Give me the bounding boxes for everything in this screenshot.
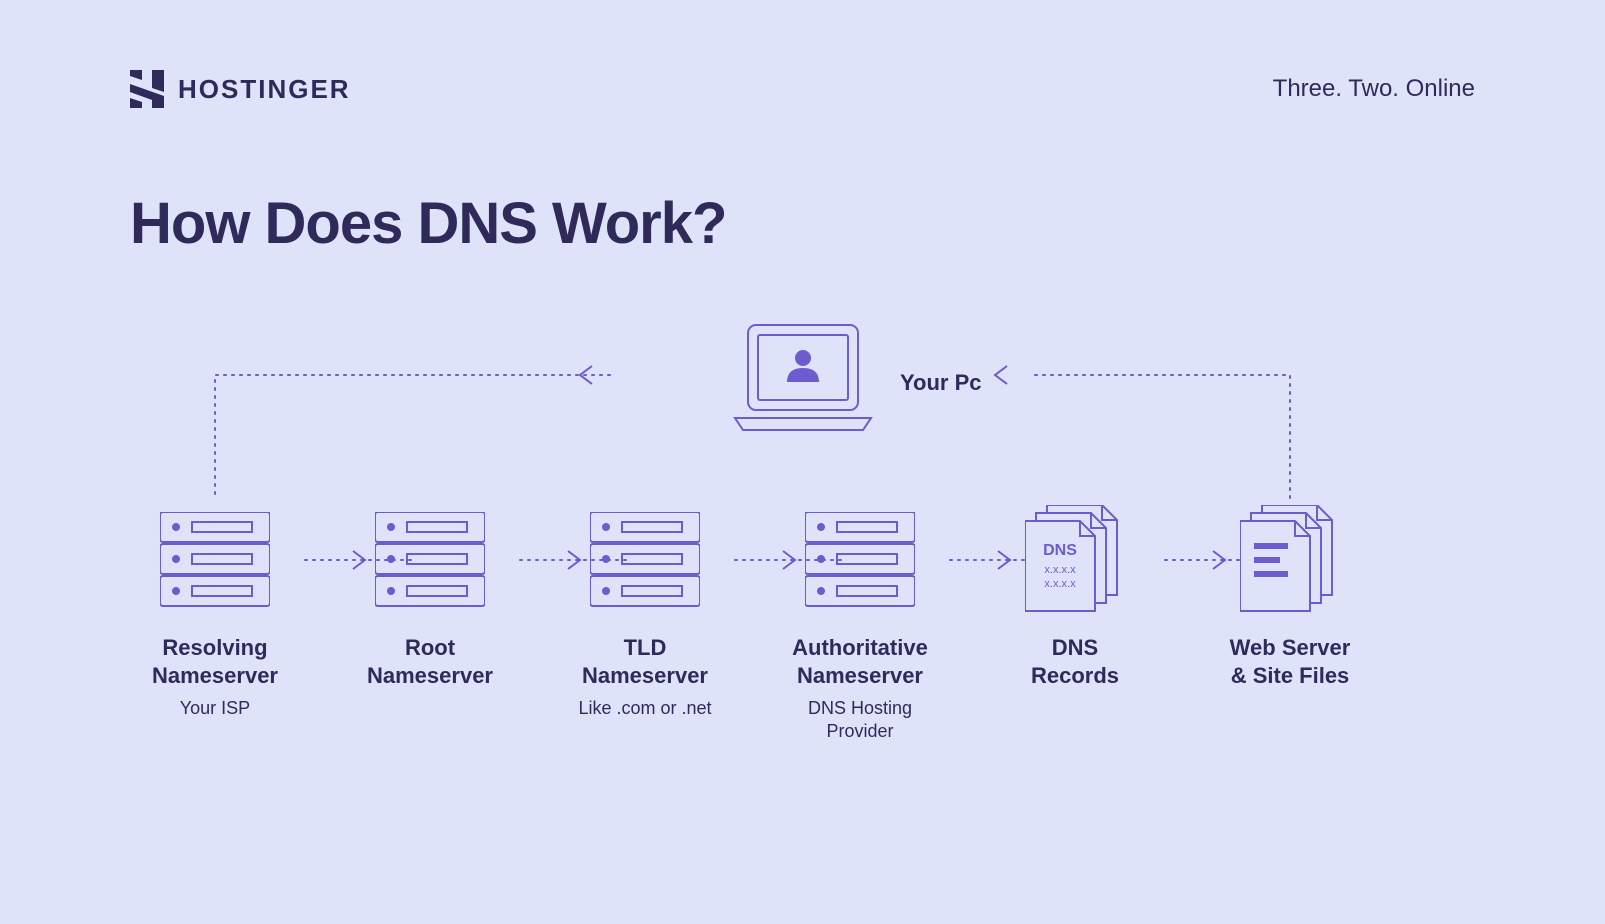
web-icon <box>1190 500 1390 620</box>
tld-title: TLDNameserver <box>545 634 745 689</box>
node-records: DNS x.x.x.x x.x.x.x DNSRecords <box>975 500 1175 689</box>
page-title: How Does DNS Work? <box>130 190 726 257</box>
tld-subtitle: Like .com or .net <box>545 697 745 720</box>
laptop-label: Your Pc <box>900 370 982 396</box>
laptop-icon <box>723 320 883 435</box>
node-root: RootNameserver <box>330 500 530 689</box>
auth-title: AuthoritativeNameserver <box>760 634 960 689</box>
svg-text:DNS: DNS <box>1043 542 1077 559</box>
records-title: DNSRecords <box>975 634 1175 689</box>
resolving-title: ResolvingNameserver <box>115 634 315 689</box>
node-web: Web Server& Site Files <box>1190 500 1390 689</box>
svg-text:x.x.x.x: x.x.x.x <box>1044 578 1076 590</box>
auth-icon <box>760 500 960 620</box>
dns-flow-diagram: Your Pc ResolvingNameserver Your ISP <box>0 320 1605 880</box>
auth-subtitle: DNS HostingProvider <box>760 697 960 744</box>
tagline: Three. Two. Online <box>1273 75 1475 103</box>
resolving-icon <box>115 500 315 620</box>
node-auth: AuthoritativeNameserver DNS HostingProvi… <box>760 500 960 744</box>
brand-logo: HOSTINGER <box>130 70 351 108</box>
tld-icon <box>545 500 745 620</box>
brand-name: HOSTINGER <box>178 74 351 105</box>
svg-text:x.x.x.x: x.x.x.x <box>1044 564 1076 576</box>
records-icon: DNS x.x.x.x x.x.x.x <box>975 500 1175 620</box>
root-icon <box>330 500 530 620</box>
node-resolving: ResolvingNameserver Your ISP <box>115 500 315 720</box>
hostinger-logo-icon <box>130 70 164 108</box>
node-tld: TLDNameserver Like .com or .net <box>545 500 745 720</box>
root-title: RootNameserver <box>330 634 530 689</box>
web-title: Web Server& Site Files <box>1190 634 1390 689</box>
resolving-subtitle: Your ISP <box>115 697 315 720</box>
